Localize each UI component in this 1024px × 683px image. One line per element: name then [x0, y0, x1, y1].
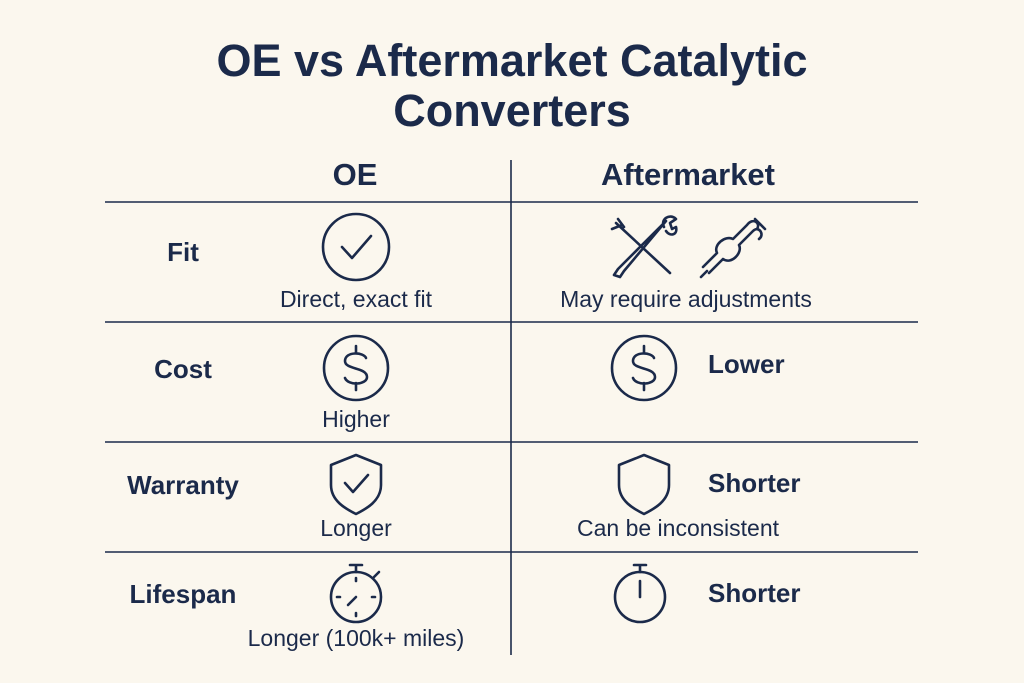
shield-check-icon: [329, 453, 383, 516]
column-header: Aftermarket: [601, 157, 775, 192]
aftermarket-note: May require adjustments: [560, 286, 812, 312]
row-label: Fit: [167, 237, 199, 267]
check-icon: [321, 212, 391, 282]
title: OE vs Aftermarket Catalytic Converters: [216, 35, 808, 136]
oe-note: Longer: [320, 515, 392, 541]
pipe-icon: [699, 217, 767, 279]
oe-note: Higher: [322, 406, 390, 432]
row-label: Warranty: [127, 470, 239, 500]
column-header: OE: [333, 157, 378, 192]
stopwatch-icon: [613, 563, 667, 624]
tools-icon: [610, 215, 678, 279]
aftermarket-value: Lower: [708, 349, 785, 379]
oe-note: Longer (100k+ miles): [248, 625, 465, 651]
dollar-icon: [610, 334, 678, 402]
dollar-icon: [322, 334, 390, 402]
row-label: Cost: [154, 354, 212, 384]
aftermarket-value: Shorter: [708, 578, 800, 608]
row-label: Lifespan: [130, 579, 237, 609]
oe-note: Direct, exact fit: [280, 286, 433, 312]
aftermarket-note: Can be inconsistent: [577, 515, 780, 541]
stopwatch-icon: [329, 563, 383, 624]
aftermarket-value: Shorter: [708, 468, 800, 498]
shield-icon: [617, 453, 671, 516]
